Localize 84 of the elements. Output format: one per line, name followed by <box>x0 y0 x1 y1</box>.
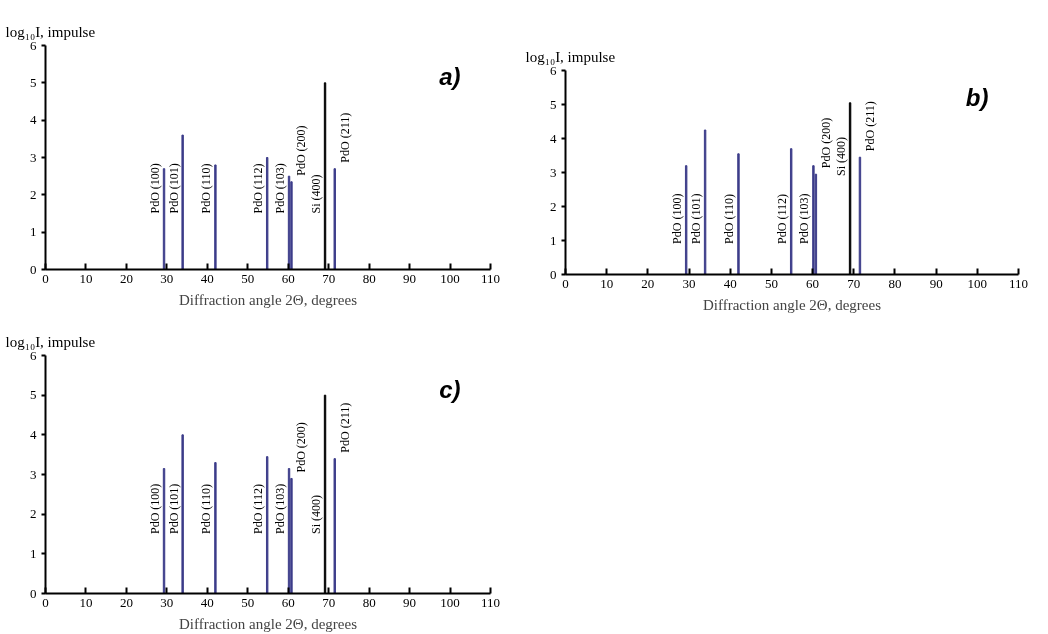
x-tick-label: 60 <box>281 594 295 610</box>
annotation: a) <box>439 63 461 91</box>
x-tick-label: 0 <box>562 275 569 291</box>
annotation: PdO (100) <box>148 483 163 534</box>
annotation: PdO (211) <box>337 112 352 163</box>
x-tick-label: 80 <box>888 275 902 291</box>
annotation: PdO (110) <box>199 484 214 534</box>
x-tick-label: 100 <box>440 594 460 610</box>
x-tick-label: 20 <box>119 594 133 610</box>
x-tick-label: 30 <box>160 594 174 610</box>
y-tick-label: 2 <box>30 186 37 202</box>
x-tick-label: 0 <box>42 594 49 610</box>
x-tick-label: 90 <box>403 270 417 286</box>
y-tick-label: 3 <box>550 164 557 180</box>
annotation: PdO (110) <box>199 163 214 214</box>
x-tick-label: 110 <box>480 594 501 610</box>
y-tick-label: 1 <box>30 545 37 561</box>
annotation: PdO (112) <box>775 194 790 244</box>
x-tick-label: 20 <box>641 275 655 291</box>
y-tick-label: 5 <box>30 74 37 90</box>
annotation: Si (400) <box>834 136 849 176</box>
annotation: PdO (100) <box>148 163 163 214</box>
x-tick-label: 110 <box>480 270 501 286</box>
annotation: PdO (101) <box>166 163 181 214</box>
x-tick-label: 40 <box>723 275 737 291</box>
x-tick-label: 100 <box>440 270 460 286</box>
x-tick-label: 80 <box>362 594 376 610</box>
annotation: PdO (200) <box>294 125 309 176</box>
annotation: c) <box>439 376 461 404</box>
y-tick-label: 5 <box>30 387 37 403</box>
y-tick-label: 4 <box>30 112 37 128</box>
annotation: PdO (110) <box>722 194 737 244</box>
x-tick-label: 60 <box>281 270 295 286</box>
annotation: PdO (100) <box>670 193 685 244</box>
x-tick-label: 100 <box>967 275 988 291</box>
x-tick-label: 110 <box>1008 275 1029 291</box>
x-tick-label: 0 <box>42 270 49 286</box>
y-tick-label: 2 <box>550 198 557 214</box>
y-axis-title: log₁₀I, impulse <box>5 23 96 40</box>
annotation: b) <box>965 84 989 112</box>
x-tick-label: 20 <box>119 270 133 286</box>
y-tick-label: 2 <box>30 506 37 522</box>
x-tick-label: 10 <box>79 594 93 610</box>
annotation: PdO (103) <box>273 483 288 534</box>
x-tick-label: 70 <box>847 275 861 291</box>
annotation: PdO (200) <box>294 422 309 473</box>
x-tick-label: 50 <box>764 275 778 291</box>
x-tick-label: 80 <box>362 270 376 286</box>
x-tick-label: 30 <box>160 270 174 286</box>
x-tick-label: 40 <box>200 594 214 610</box>
x-axis-title: Diffraction angle 2Θ, degrees <box>179 291 358 308</box>
x-tick-label: 70 <box>322 594 336 610</box>
annotation: PdO (101) <box>166 483 181 534</box>
x-tick-label: 60 <box>806 275 820 291</box>
x-tick-label: 50 <box>241 270 255 286</box>
x-tick-label: 40 <box>200 270 214 286</box>
x-axis-title: Diffraction angle 2Θ, degrees <box>703 296 882 313</box>
x-tick-label: 10 <box>79 270 93 286</box>
x-axis-title: Diffraction angle 2Θ, degrees <box>179 615 358 632</box>
annotation: Si (400) <box>309 495 324 534</box>
annotation: PdO (211) <box>337 402 352 453</box>
y-tick-label: 5 <box>550 96 557 112</box>
x-tick-label: 90 <box>929 275 943 291</box>
annotation: PdO (101) <box>689 193 704 244</box>
x-tick-label: 30 <box>682 275 696 291</box>
x-tick-label: 90 <box>403 594 417 610</box>
annotation: PdO (103) <box>797 193 812 244</box>
annotation: PdO (112) <box>251 163 266 214</box>
annotation: PdO (211) <box>862 101 877 152</box>
annotation: PdO (103) <box>273 163 288 214</box>
y-axis-title: log₁₀I, impulse <box>5 333 96 350</box>
y-tick-label: 3 <box>30 149 37 165</box>
annotation: PdO (200) <box>818 117 833 169</box>
x-tick-label: 50 <box>241 594 255 610</box>
x-tick-label: 10 <box>600 275 614 291</box>
x-tick-label: 70 <box>322 270 336 286</box>
y-tick-label: 3 <box>30 466 37 482</box>
annotation: Si (400) <box>309 174 324 214</box>
y-tick-label: 4 <box>550 130 557 146</box>
y-tick-label: 4 <box>30 426 37 442</box>
y-axis-title: log₁₀I, impulse <box>525 48 616 65</box>
y-tick-label: 1 <box>550 232 557 248</box>
annotation: PdO (112) <box>251 484 266 534</box>
y-tick-label: 1 <box>30 224 37 240</box>
